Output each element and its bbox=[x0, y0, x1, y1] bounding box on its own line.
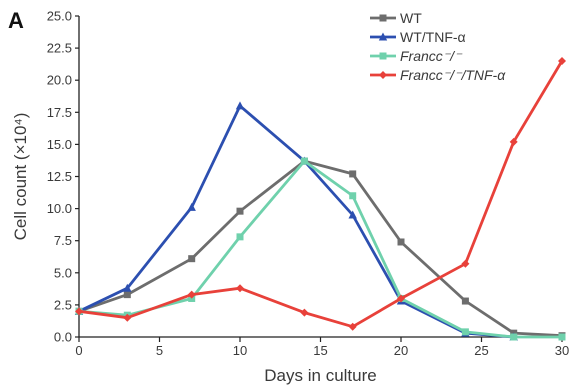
data-point bbox=[123, 313, 132, 322]
data-point bbox=[349, 192, 357, 200]
data-point bbox=[509, 137, 518, 146]
data-point bbox=[236, 233, 244, 241]
y-tick-label: 15.0 bbox=[47, 137, 72, 152]
data-point bbox=[75, 307, 83, 316]
legend-item: Francc⁻/⁻ bbox=[370, 48, 463, 64]
series-line bbox=[78, 159, 563, 338]
legend-swatch-marker bbox=[379, 52, 387, 60]
x-tick-label: 10 bbox=[233, 343, 247, 358]
data-point bbox=[397, 238, 405, 246]
y-tick-label: 7.5 bbox=[54, 233, 72, 248]
data-point bbox=[300, 157, 308, 165]
data-point bbox=[349, 170, 357, 178]
y-tick-label: 17.5 bbox=[47, 105, 72, 120]
series-2 bbox=[75, 157, 566, 341]
data-point bbox=[558, 56, 566, 65]
panel-label: A bbox=[8, 8, 24, 33]
legend-label: Francc⁻/⁻/TNF-α bbox=[400, 67, 506, 83]
x-tick-label: 25 bbox=[474, 343, 488, 358]
y-tick-label: 25.0 bbox=[47, 9, 72, 24]
x-tick-label: 0 bbox=[75, 343, 82, 358]
series-line bbox=[78, 104, 514, 339]
x-tick-label: 15 bbox=[313, 343, 327, 358]
legend-item: WT bbox=[370, 10, 422, 26]
y-tick-label: 22.5 bbox=[47, 41, 72, 56]
legend-label: WT bbox=[400, 10, 422, 26]
series-line bbox=[78, 159, 562, 339]
y-tick-label: 2.5 bbox=[54, 297, 72, 312]
data-point bbox=[236, 284, 244, 293]
x-axis-title: Days in culture bbox=[264, 366, 376, 385]
data-point bbox=[187, 202, 196, 211]
data-point bbox=[188, 255, 196, 263]
x-tick-label: 20 bbox=[394, 343, 408, 358]
y-tick-label: 20.0 bbox=[47, 73, 72, 88]
legend-swatch-marker bbox=[379, 71, 387, 79]
y-tick-label: 12.5 bbox=[47, 169, 72, 184]
data-point bbox=[397, 294, 405, 303]
series-layer bbox=[74, 56, 566, 341]
data-point bbox=[461, 328, 469, 336]
axes: 0.0 2.5 5.0 7.5 10.0 12.5 15.0 17.5 20.0 22.5 25.0… bbox=[47, 9, 569, 359]
y-axis-title: Cell count (×10⁴) bbox=[11, 113, 30, 241]
series-0 bbox=[75, 157, 566, 340]
series-1 bbox=[74, 101, 518, 341]
y-tick-label: 5.0 bbox=[54, 265, 72, 280]
legend-label: WT/TNF-α bbox=[400, 29, 466, 45]
data-point bbox=[123, 283, 132, 292]
series-3 bbox=[75, 56, 566, 331]
data-point bbox=[348, 210, 357, 219]
legend-item: WT/TNF-α bbox=[370, 29, 466, 45]
data-point bbox=[461, 297, 469, 305]
data-point bbox=[235, 101, 245, 110]
data-point bbox=[123, 291, 131, 299]
data-point bbox=[348, 322, 357, 331]
legend-label: Francc⁻/⁻ bbox=[400, 48, 463, 64]
y-tick-label: 10.0 bbox=[47, 201, 72, 216]
x-tick-label: 5 bbox=[156, 343, 163, 358]
series-line bbox=[78, 60, 564, 329]
x-tick-label: 30 bbox=[555, 343, 569, 358]
legend-swatch-marker bbox=[379, 14, 387, 22]
data-point bbox=[510, 333, 518, 341]
data-point bbox=[236, 207, 244, 215]
data-point bbox=[187, 290, 196, 299]
data-point bbox=[558, 333, 566, 341]
data-point bbox=[461, 259, 470, 268]
y-tick-label: 0.0 bbox=[54, 330, 72, 345]
legend-swatch-marker bbox=[378, 32, 388, 41]
legend-item: Francc⁻/⁻/TNF-α bbox=[370, 67, 506, 83]
data-point bbox=[300, 308, 309, 317]
legend: WT WT/TNF-α Francc⁻/⁻ Francc⁻/⁻/TNF-α bbox=[370, 10, 506, 83]
